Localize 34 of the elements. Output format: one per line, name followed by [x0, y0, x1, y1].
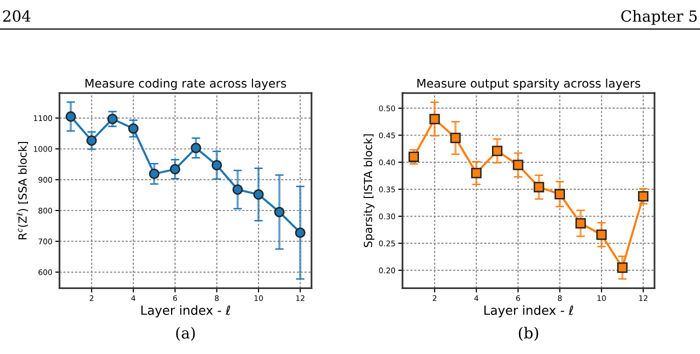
- point: [128, 123, 139, 134]
- point: [107, 114, 118, 124]
- y-axis-title: R$^{c}$(Z$^{ℓ}$) [SSA block]: [16, 142, 28, 240]
- point: [617, 262, 628, 273]
- x-axis-title: Layer index - ℓ: [484, 305, 574, 318]
- point: [471, 168, 482, 178]
- point: [295, 227, 306, 238]
- text: Chapter 5: [621, 10, 697, 25]
- point: [66, 111, 76, 122]
- x-axis-title: Layer index - ℓ: [141, 305, 230, 318]
- point: [274, 206, 285, 218]
- chart-title: Measure coding rate across layers: [86, 78, 286, 90]
- point: [554, 188, 565, 200]
- text: (b): [518, 326, 538, 341]
- point: [638, 191, 648, 202]
- point: [253, 189, 264, 200]
- text: (a): [176, 326, 195, 341]
- point: [596, 229, 607, 240]
- point: [534, 182, 544, 192]
- text: 204: [3, 10, 30, 22]
- point: [86, 135, 97, 146]
- point: [170, 164, 180, 174]
- point: [190, 142, 202, 154]
- point: [492, 146, 502, 156]
- point: [450, 132, 461, 144]
- point: [408, 152, 419, 162]
- y-axis-title: Sparsity [ISTA block]: [364, 134, 374, 248]
- point: [429, 114, 440, 124]
- point: [512, 160, 524, 170]
- point: [149, 168, 160, 180]
- point: [575, 218, 586, 229]
- point: [212, 160, 222, 170]
- chart-title: Measure output sparsity across layers: [417, 78, 640, 90]
- point: [232, 184, 243, 195]
